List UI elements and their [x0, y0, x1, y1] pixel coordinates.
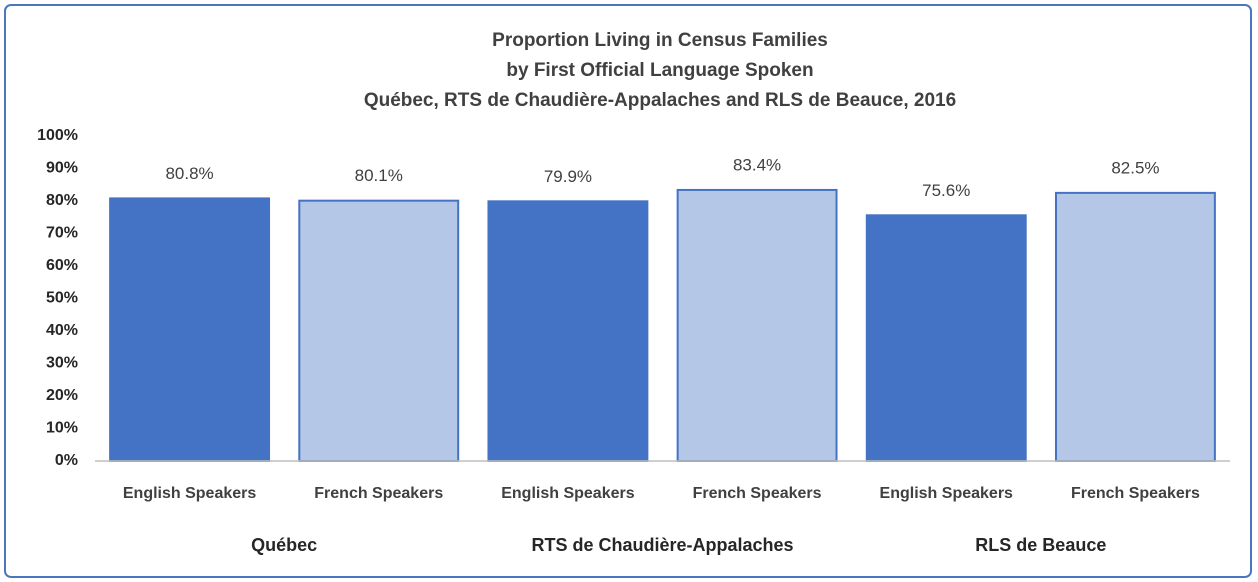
y-tick-label: 60% [46, 257, 78, 274]
y-tick-label: 20% [46, 387, 78, 404]
y-tick-label: 10% [46, 420, 78, 437]
group-label: RLS de Beauce [975, 535, 1106, 555]
value-label: 75.6% [922, 181, 970, 200]
chart-title: Québec, RTS de Chaudière-Appalaches and … [364, 90, 956, 111]
y-tick-label: 30% [46, 355, 78, 372]
value-label: 79.9% [544, 167, 592, 186]
value-label: 80.8% [165, 164, 213, 183]
y-tick-label: 0% [55, 452, 78, 469]
y-tick-label: 90% [46, 160, 78, 177]
chart-title: by First Official Language Spoken [506, 60, 813, 81]
bar [109, 197, 271, 462]
bar [298, 199, 460, 463]
chart-title: Proportion Living in Census Families [492, 30, 828, 51]
bar [1054, 191, 1216, 462]
x-tick-label: English Speakers [880, 485, 1013, 502]
x-tick-label: French Speakers [1071, 485, 1200, 502]
value-label: 82.5% [1111, 158, 1159, 177]
x-tick-label: English Speakers [501, 485, 634, 502]
x-tick-label: English Speakers [123, 485, 256, 502]
x-tick-label: French Speakers [314, 485, 443, 502]
bar [676, 188, 838, 462]
value-label: 80.1% [355, 166, 403, 185]
y-tick-label: 50% [46, 290, 78, 307]
y-tick-label: 80% [46, 192, 78, 209]
y-tick-label: 100% [37, 127, 78, 144]
y-tick-label: 70% [46, 225, 78, 242]
value-label: 83.4% [733, 155, 781, 174]
group-label: RTS de Chaudière-Appalaches [531, 535, 793, 555]
group-label: Québec [251, 535, 317, 555]
bar [865, 214, 1027, 462]
y-tick-label: 40% [46, 322, 78, 339]
bar [487, 200, 649, 462]
x-tick-label: French Speakers [693, 485, 822, 502]
